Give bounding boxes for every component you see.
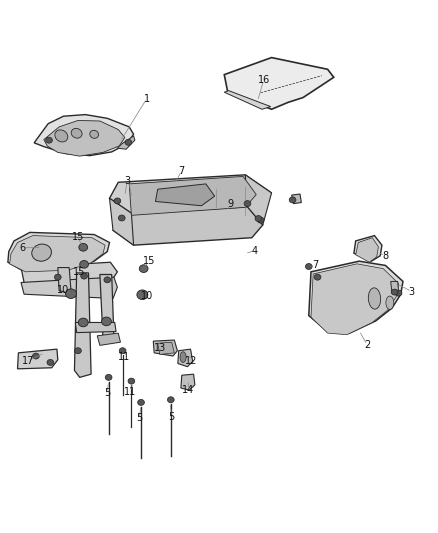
Polygon shape xyxy=(10,236,105,272)
Polygon shape xyxy=(245,175,272,225)
Text: 16: 16 xyxy=(258,75,270,85)
Text: 7: 7 xyxy=(179,166,185,175)
Ellipse shape xyxy=(105,374,112,381)
Polygon shape xyxy=(44,120,125,156)
Polygon shape xyxy=(129,176,256,215)
Ellipse shape xyxy=(244,200,251,207)
Polygon shape xyxy=(34,115,134,156)
Text: 8: 8 xyxy=(382,251,389,261)
Ellipse shape xyxy=(180,352,186,362)
Polygon shape xyxy=(153,340,177,356)
Polygon shape xyxy=(21,277,117,298)
Polygon shape xyxy=(292,194,301,204)
Text: 13: 13 xyxy=(154,343,166,353)
Ellipse shape xyxy=(368,288,381,309)
Text: 6: 6 xyxy=(20,243,26,253)
Text: 2: 2 xyxy=(364,340,370,350)
Polygon shape xyxy=(224,58,334,109)
Polygon shape xyxy=(110,198,134,245)
Ellipse shape xyxy=(74,348,81,354)
Ellipse shape xyxy=(167,397,174,403)
Text: 17: 17 xyxy=(22,356,34,366)
Ellipse shape xyxy=(305,263,312,270)
Ellipse shape xyxy=(66,289,76,298)
Polygon shape xyxy=(75,322,116,333)
Ellipse shape xyxy=(125,139,132,146)
Ellipse shape xyxy=(54,274,61,280)
Text: 11: 11 xyxy=(118,352,131,362)
Ellipse shape xyxy=(395,290,402,296)
Text: 14: 14 xyxy=(182,385,194,394)
Text: 12: 12 xyxy=(185,356,197,366)
Polygon shape xyxy=(21,262,117,290)
Polygon shape xyxy=(311,264,399,335)
Text: 7: 7 xyxy=(312,261,318,270)
Ellipse shape xyxy=(78,318,88,327)
Polygon shape xyxy=(8,232,110,271)
Polygon shape xyxy=(97,333,120,345)
Polygon shape xyxy=(356,238,378,262)
Ellipse shape xyxy=(118,215,125,221)
Ellipse shape xyxy=(119,348,126,354)
Polygon shape xyxy=(110,175,272,213)
Polygon shape xyxy=(18,349,58,369)
Polygon shape xyxy=(117,136,135,149)
Polygon shape xyxy=(58,268,71,293)
Ellipse shape xyxy=(47,359,54,366)
Ellipse shape xyxy=(46,137,53,143)
Ellipse shape xyxy=(314,274,321,280)
Ellipse shape xyxy=(79,244,88,251)
Ellipse shape xyxy=(32,353,39,359)
Ellipse shape xyxy=(257,217,264,223)
Text: 10: 10 xyxy=(141,291,153,301)
Ellipse shape xyxy=(32,244,51,261)
Polygon shape xyxy=(113,207,263,245)
Polygon shape xyxy=(100,274,114,337)
Polygon shape xyxy=(181,374,195,390)
Ellipse shape xyxy=(289,197,296,203)
Ellipse shape xyxy=(255,215,262,222)
Ellipse shape xyxy=(55,130,68,142)
Ellipse shape xyxy=(386,296,394,309)
Polygon shape xyxy=(178,349,193,367)
Polygon shape xyxy=(155,184,215,206)
Text: 15: 15 xyxy=(72,232,84,242)
Ellipse shape xyxy=(128,378,135,384)
Ellipse shape xyxy=(138,399,145,406)
Polygon shape xyxy=(309,261,403,333)
Text: 4: 4 xyxy=(252,246,258,255)
Text: 1: 1 xyxy=(144,94,150,103)
Text: 5: 5 xyxy=(169,412,175,422)
Ellipse shape xyxy=(391,289,398,295)
Ellipse shape xyxy=(81,273,88,279)
Polygon shape xyxy=(391,281,399,293)
Text: 15: 15 xyxy=(73,267,85,277)
Polygon shape xyxy=(74,273,91,377)
Text: 5: 5 xyxy=(136,414,142,423)
Ellipse shape xyxy=(137,290,148,300)
Polygon shape xyxy=(354,236,382,261)
Polygon shape xyxy=(224,91,271,109)
Ellipse shape xyxy=(102,317,111,326)
Polygon shape xyxy=(158,342,174,354)
Ellipse shape xyxy=(80,261,88,268)
Text: 10: 10 xyxy=(57,286,69,295)
Text: 3: 3 xyxy=(124,176,130,186)
Text: 15: 15 xyxy=(143,256,155,266)
Ellipse shape xyxy=(139,265,148,272)
Ellipse shape xyxy=(104,277,111,283)
Text: 5: 5 xyxy=(104,388,110,398)
Text: 3: 3 xyxy=(409,287,415,296)
Ellipse shape xyxy=(114,198,121,204)
Text: 11: 11 xyxy=(124,387,137,397)
Text: 9: 9 xyxy=(227,199,233,209)
Ellipse shape xyxy=(71,128,82,138)
Ellipse shape xyxy=(90,130,99,139)
